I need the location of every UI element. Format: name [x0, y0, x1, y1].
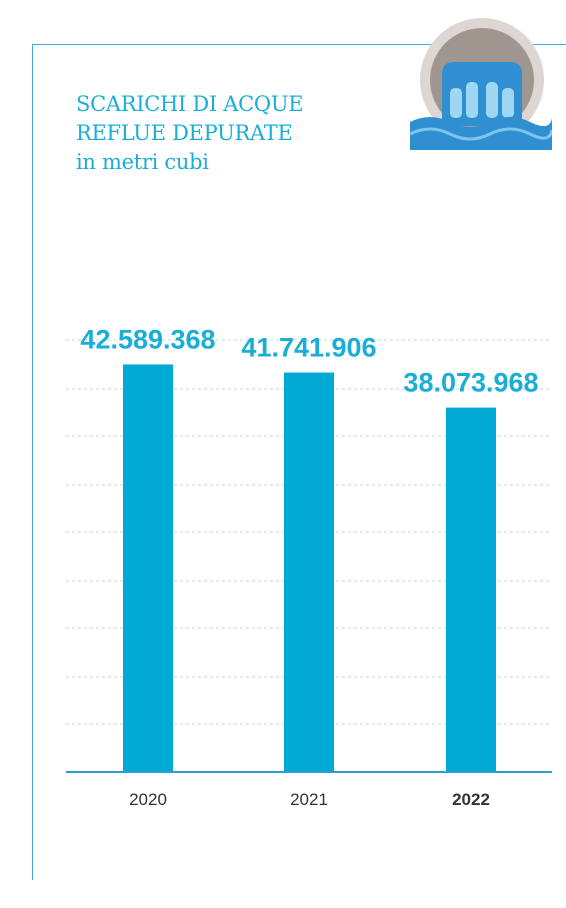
- chart-title-line-1: SCARICHI DI ACQUE: [76, 92, 304, 116]
- value-label-2022: 38.073.968: [403, 368, 538, 398]
- x-tick-label-2020: 2020: [129, 790, 167, 809]
- bar-2022: [446, 407, 496, 771]
- frame-left-line: [32, 44, 33, 880]
- value-label-2020: 42.589.368: [80, 324, 215, 354]
- x-tick-label-2021: 2021: [290, 790, 328, 809]
- x-tick-label-2022: 2022: [452, 790, 490, 809]
- value-label-2021: 41.741.906: [241, 333, 376, 363]
- chart-subtitle: in metri cubi: [76, 150, 209, 174]
- wastewater-discharge-pipe-icon: [409, 18, 552, 150]
- chart-title-line-2: REFLUE DEPURATE: [76, 121, 293, 145]
- bar-2020: [123, 364, 173, 771]
- frame-top-line: [32, 44, 566, 45]
- bar-2021: [284, 372, 334, 771]
- chart-title: SCARICHI DI ACQUE REFLUE DEPURATE in met…: [76, 90, 304, 177]
